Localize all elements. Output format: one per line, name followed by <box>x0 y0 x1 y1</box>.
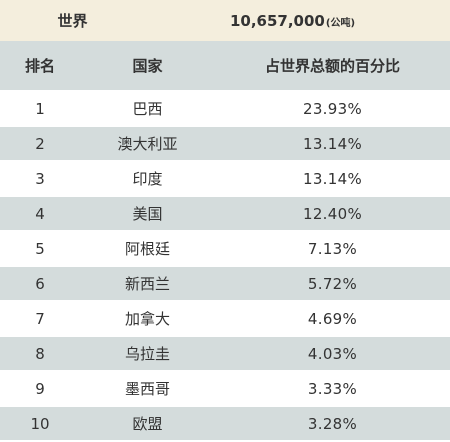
table-row: 8 乌拉圭 4.03% <box>0 337 450 372</box>
world-total-row: 世界 10,657,000(公吨) <box>0 0 450 41</box>
share-cell: 5.72% <box>307 274 358 293</box>
header-share: 占世界总额的百分比 <box>264 57 400 75</box>
header-rank: 排名 <box>24 57 55 75</box>
header-country: 国家 <box>132 57 163 75</box>
country-cell: 墨西哥 <box>124 380 170 398</box>
rank-cell: 4 <box>35 204 45 223</box>
table-row: 5 阿根廷 7.13% <box>0 232 450 267</box>
share-cell: 3.28% <box>307 414 358 433</box>
rank-cell: 10 <box>30 414 50 433</box>
world-total-unit: (公吨) <box>325 17 356 29</box>
table-row: 10 欧盟 3.28% <box>0 407 450 442</box>
country-cell: 乌拉圭 <box>124 345 170 363</box>
country-cell: 澳大利亚 <box>117 135 178 153</box>
share-cell: 7.13% <box>307 239 358 258</box>
table-row: 4 美国 12.40% <box>0 197 450 232</box>
rank-cell: 5 <box>35 239 45 258</box>
rank-cell: 3 <box>35 169 45 188</box>
table-row: 3 印度 13.14% <box>0 162 450 197</box>
share-cell: 23.93% <box>303 99 362 118</box>
world-label: 世界 <box>57 12 88 30</box>
share-cell: 13.14% <box>303 134 362 153</box>
rank-cell: 9 <box>35 379 45 398</box>
rank-cell: 2 <box>35 134 45 153</box>
country-cell: 欧盟 <box>132 415 163 433</box>
world-total-value: 10,657,000(公吨) <box>145 12 450 30</box>
table-row: 1 巴西 23.93% <box>0 92 450 127</box>
table-row: 9 墨西哥 3.33% <box>0 372 450 407</box>
rank-cell: 1 <box>35 99 45 118</box>
rank-cell: 8 <box>35 344 45 363</box>
table-row: 2 澳大利亚 13.14% <box>0 127 450 162</box>
rank-cell: 6 <box>35 274 45 293</box>
country-cell: 巴西 <box>132 100 163 118</box>
country-cell: 加拿大 <box>124 310 170 328</box>
country-cell: 阿根廷 <box>124 240 170 258</box>
country-cell: 新西兰 <box>124 275 170 293</box>
table-row: 6 新西兰 5.72% <box>0 267 450 302</box>
share-cell: 12.40% <box>303 204 362 223</box>
share-cell: 13.14% <box>303 169 362 188</box>
country-cell: 美国 <box>132 205 163 223</box>
table-header: 排名 国家 占世界总额的百分比 <box>0 41 450 92</box>
share-cell: 4.03% <box>307 344 358 363</box>
table-row: 7 加拿大 4.69% <box>0 302 450 337</box>
share-cell: 3.33% <box>307 379 358 398</box>
country-cell: 印度 <box>132 170 163 188</box>
rank-cell: 7 <box>35 309 45 328</box>
world-total-number: 10,657,000 <box>229 11 325 30</box>
share-cell: 4.69% <box>307 309 358 328</box>
